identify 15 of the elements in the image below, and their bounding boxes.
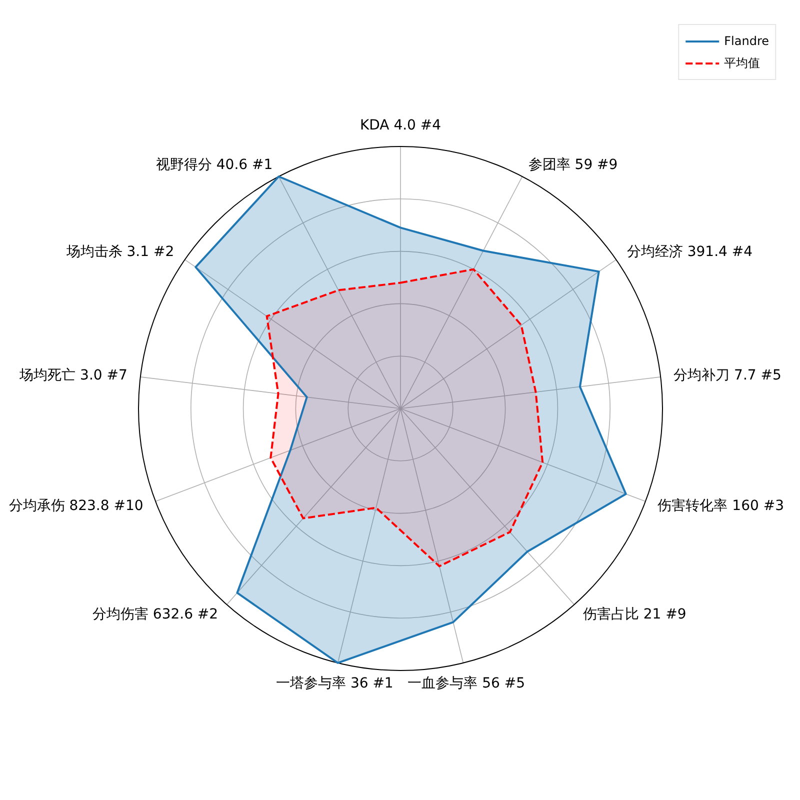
legend-label: Flandre: [724, 34, 769, 48]
spoke-label: 参团率 59 #9: [528, 156, 618, 173]
spoke-label: 一血参与率 56 #5: [408, 676, 526, 692]
spoke-label: 分均伤害 632.6 #2: [92, 606, 218, 622]
spoke-label: 视野得分 40.6 #1: [156, 156, 273, 173]
spoke-label: 分均补刀 7.7 #5: [674, 367, 782, 384]
spoke-label: 分均承伤 823.8 #10: [8, 498, 144, 514]
spoke-label: 分均经济 391.4 #4: [626, 244, 753, 260]
spoke-label: KDA 4.0 #4: [360, 117, 442, 134]
spoke-label: 场均击杀 3.1 #2: [65, 244, 174, 260]
spoke-label: 伤害占比 21 #9: [582, 606, 686, 622]
spoke-label: 场均死亡 3.0 #7: [18, 367, 128, 384]
spoke-label: 伤害转化率 160 #3: [658, 498, 784, 514]
legend-label: 平均值: [724, 54, 760, 72]
spoke-label: 一塔参与率 36 #1: [276, 676, 394, 692]
